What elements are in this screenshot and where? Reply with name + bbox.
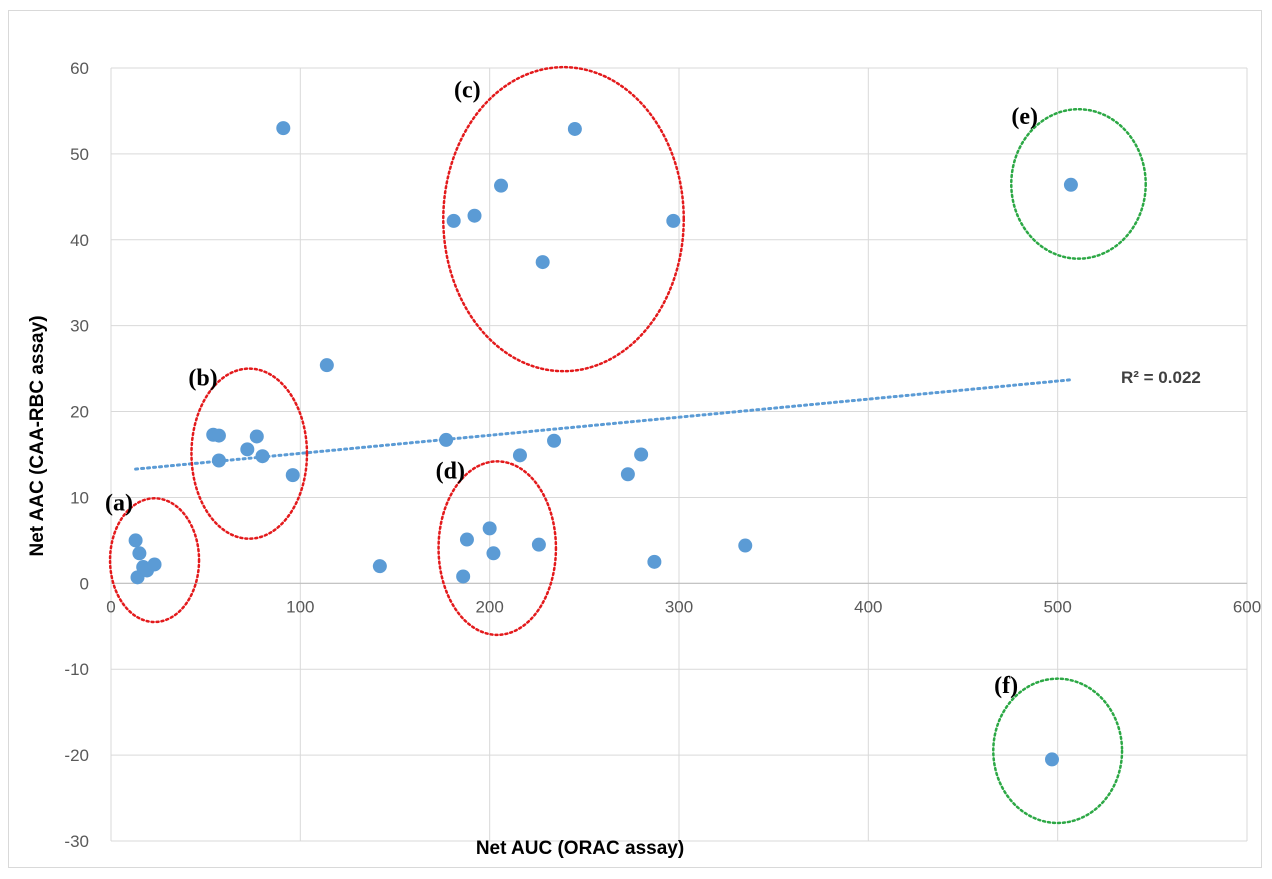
data-point [456,569,471,584]
data-point [482,521,497,536]
y-tick-label: 0 [80,574,89,593]
y-axis-title: Net AAC (CAA-RBC assay) [27,315,48,556]
data-point [620,467,635,482]
y-tick-label: -30 [64,832,89,851]
data-point [446,213,461,228]
group-label: (e) [1011,104,1038,130]
data-point [1044,752,1059,767]
data-point [319,358,334,373]
y-tick-label: 40 [70,231,89,250]
data-point [147,557,162,572]
group-label: (b) [188,366,217,392]
data-point [128,533,143,548]
data-point [240,442,255,457]
data-point [249,429,264,444]
data-point [547,433,562,448]
y-tick-label: 30 [70,317,89,336]
data-point [512,448,527,463]
group-label: (f) [994,673,1018,699]
x-tick-label: 600 [1233,597,1261,616]
data-point [647,554,662,569]
group-annotations: (a) (b) (c) (d) (e) (f) [105,65,1147,825]
trendline-layer [134,378,1073,471]
group-label: (a) [105,491,133,517]
data-point [132,546,147,561]
x-tick-label: 200 [475,597,503,616]
group-circle [437,460,558,637]
y-tick-label: -20 [64,746,89,765]
data-point [467,208,482,223]
data-point [567,121,582,136]
axis-labels: 0 100 200 300 400 500 600 -30 -20 -10 0 10 20 30 40 50 6… [64,59,1261,851]
r-squared-label: R² = 0.022 [1121,368,1201,387]
x-tick-label: 500 [1043,597,1071,616]
group-circle [992,677,1124,825]
group-label: (c) [454,78,481,104]
trendline [134,378,1073,471]
y-tick-label: 50 [70,145,89,164]
x-tick-label: 300 [665,597,693,616]
group-label: (d) [436,459,465,485]
data-point [372,559,387,574]
data-point [535,255,550,270]
data-point [486,546,501,561]
y-tick-label: 10 [70,488,89,507]
data-point [738,538,753,553]
group-circle [1010,107,1147,260]
data-points [128,121,1078,767]
x-tick-label: 100 [286,597,314,616]
data-point [255,449,270,464]
scatter-chart: (a)(b)(c)(d)(e)(f) 0 100 200 300 400 500 600-3… [27,59,1261,859]
chart-area: (a) (b) (c) (d) (e) (f) 0 100 200 300 400 500 600 -3… [8,10,1262,868]
data-point [285,468,300,483]
group-circle [442,65,685,373]
x-axis-title: Net AUC (ORAC assay) [476,838,684,859]
data-point [211,453,226,468]
data-point [531,537,546,552]
data-point [439,432,454,447]
y-tick-label: 20 [70,403,89,422]
y-tick-label: 60 [70,59,89,78]
data-point [1063,177,1078,192]
x-tick-label: 0 [106,597,115,616]
data-point [459,532,474,547]
data-point [494,178,509,193]
data-point [211,428,226,443]
y-tick-label: -10 [64,660,89,679]
data-point [634,447,649,462]
data-point [666,213,681,228]
group-circle [190,367,309,540]
group-circle [108,497,201,624]
data-point [276,121,291,136]
x-tick-label: 400 [854,597,882,616]
